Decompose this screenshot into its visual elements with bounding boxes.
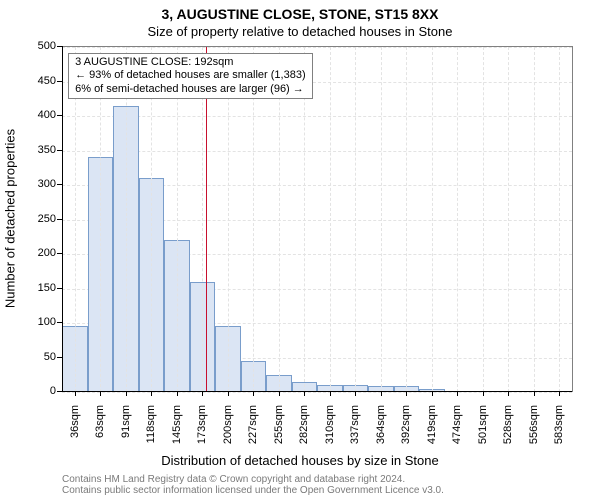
- gridline-vertical: [432, 47, 433, 392]
- gridline-horizontal: [62, 151, 572, 152]
- info-box-line: 6% of semi-detached houses are larger (9…: [75, 83, 306, 96]
- x-tick-label: 200sqm: [222, 405, 234, 455]
- y-tick-label: 50: [26, 351, 56, 363]
- x-axis-line: [62, 391, 572, 392]
- gridline-vertical: [406, 47, 407, 392]
- y-tick-label: 0: [26, 385, 56, 397]
- gridline-vertical: [534, 47, 535, 392]
- footer-line-2: Contains public sector information licen…: [62, 485, 444, 496]
- x-tick-label: 282sqm: [298, 405, 310, 455]
- y-axis-line: [62, 46, 63, 391]
- y-tick-label: 450: [26, 75, 56, 87]
- y-axis-label: Number of detached properties: [3, 118, 18, 318]
- x-tick-label: 145sqm: [171, 405, 183, 455]
- x-tick-label: 501sqm: [477, 405, 489, 455]
- y-tick-label: 400: [26, 109, 56, 121]
- gridline-vertical: [508, 47, 509, 392]
- x-tick-label: 310sqm: [324, 405, 336, 455]
- x-tick-label: 474sqm: [451, 405, 463, 455]
- gridline-horizontal: [62, 47, 572, 48]
- y-tick-label: 500: [26, 40, 56, 52]
- gridline-vertical: [559, 47, 560, 392]
- y-tick-label: 100: [26, 316, 56, 328]
- x-tick-label: 556sqm: [528, 405, 540, 455]
- x-tick-label: 255sqm: [273, 405, 285, 455]
- gridline-horizontal: [62, 116, 572, 117]
- x-tick-label: 392sqm: [400, 405, 412, 455]
- x-axis-label: Distribution of detached houses by size …: [0, 453, 600, 468]
- chart-super-title: 3, AUGUSTINE CLOSE, STONE, ST15 8XX: [0, 6, 600, 22]
- info-box-line: 3 AUGUSTINE CLOSE: 192sqm: [75, 56, 306, 69]
- y-tick-label: 300: [26, 178, 56, 190]
- histogram-plot-area: 3 AUGUSTINE CLOSE: 192sqm← 93% of detach…: [62, 46, 573, 392]
- y-tick-label: 250: [26, 213, 56, 225]
- x-tick-label: 227sqm: [247, 405, 259, 455]
- footer-attribution: Contains HM Land Registry data © Crown c…: [62, 474, 444, 496]
- x-tick-label: 528sqm: [502, 405, 514, 455]
- x-tick-label: 63sqm: [94, 405, 106, 455]
- gridline-horizontal: [62, 392, 572, 393]
- footer-line-1: Contains HM Land Registry data © Crown c…: [62, 474, 444, 485]
- gridline-vertical: [483, 47, 484, 392]
- chart-subtitle: Size of property relative to detached ho…: [0, 24, 600, 39]
- x-tick-label: 583sqm: [553, 405, 565, 455]
- x-tick-label: 364sqm: [375, 405, 387, 455]
- x-tick-label: 118sqm: [145, 405, 157, 455]
- x-tick-label: 36sqm: [69, 405, 81, 455]
- y-tick-label: 200: [26, 247, 56, 259]
- info-box-line: ← 93% of detached houses are smaller (1,…: [75, 69, 306, 82]
- gridline-vertical: [381, 47, 382, 392]
- x-tick-label: 173sqm: [196, 405, 208, 455]
- gridline-vertical: [355, 47, 356, 392]
- y-tick-label: 350: [26, 144, 56, 156]
- y-tick-label: 150: [26, 282, 56, 294]
- gridline-vertical: [330, 47, 331, 392]
- x-tick-label: 419sqm: [426, 405, 438, 455]
- x-tick-label: 337sqm: [349, 405, 361, 455]
- x-tick-label: 91sqm: [120, 405, 132, 455]
- info-annotation-box: 3 AUGUSTINE CLOSE: 192sqm← 93% of detach…: [68, 53, 313, 99]
- gridline-vertical: [457, 47, 458, 392]
